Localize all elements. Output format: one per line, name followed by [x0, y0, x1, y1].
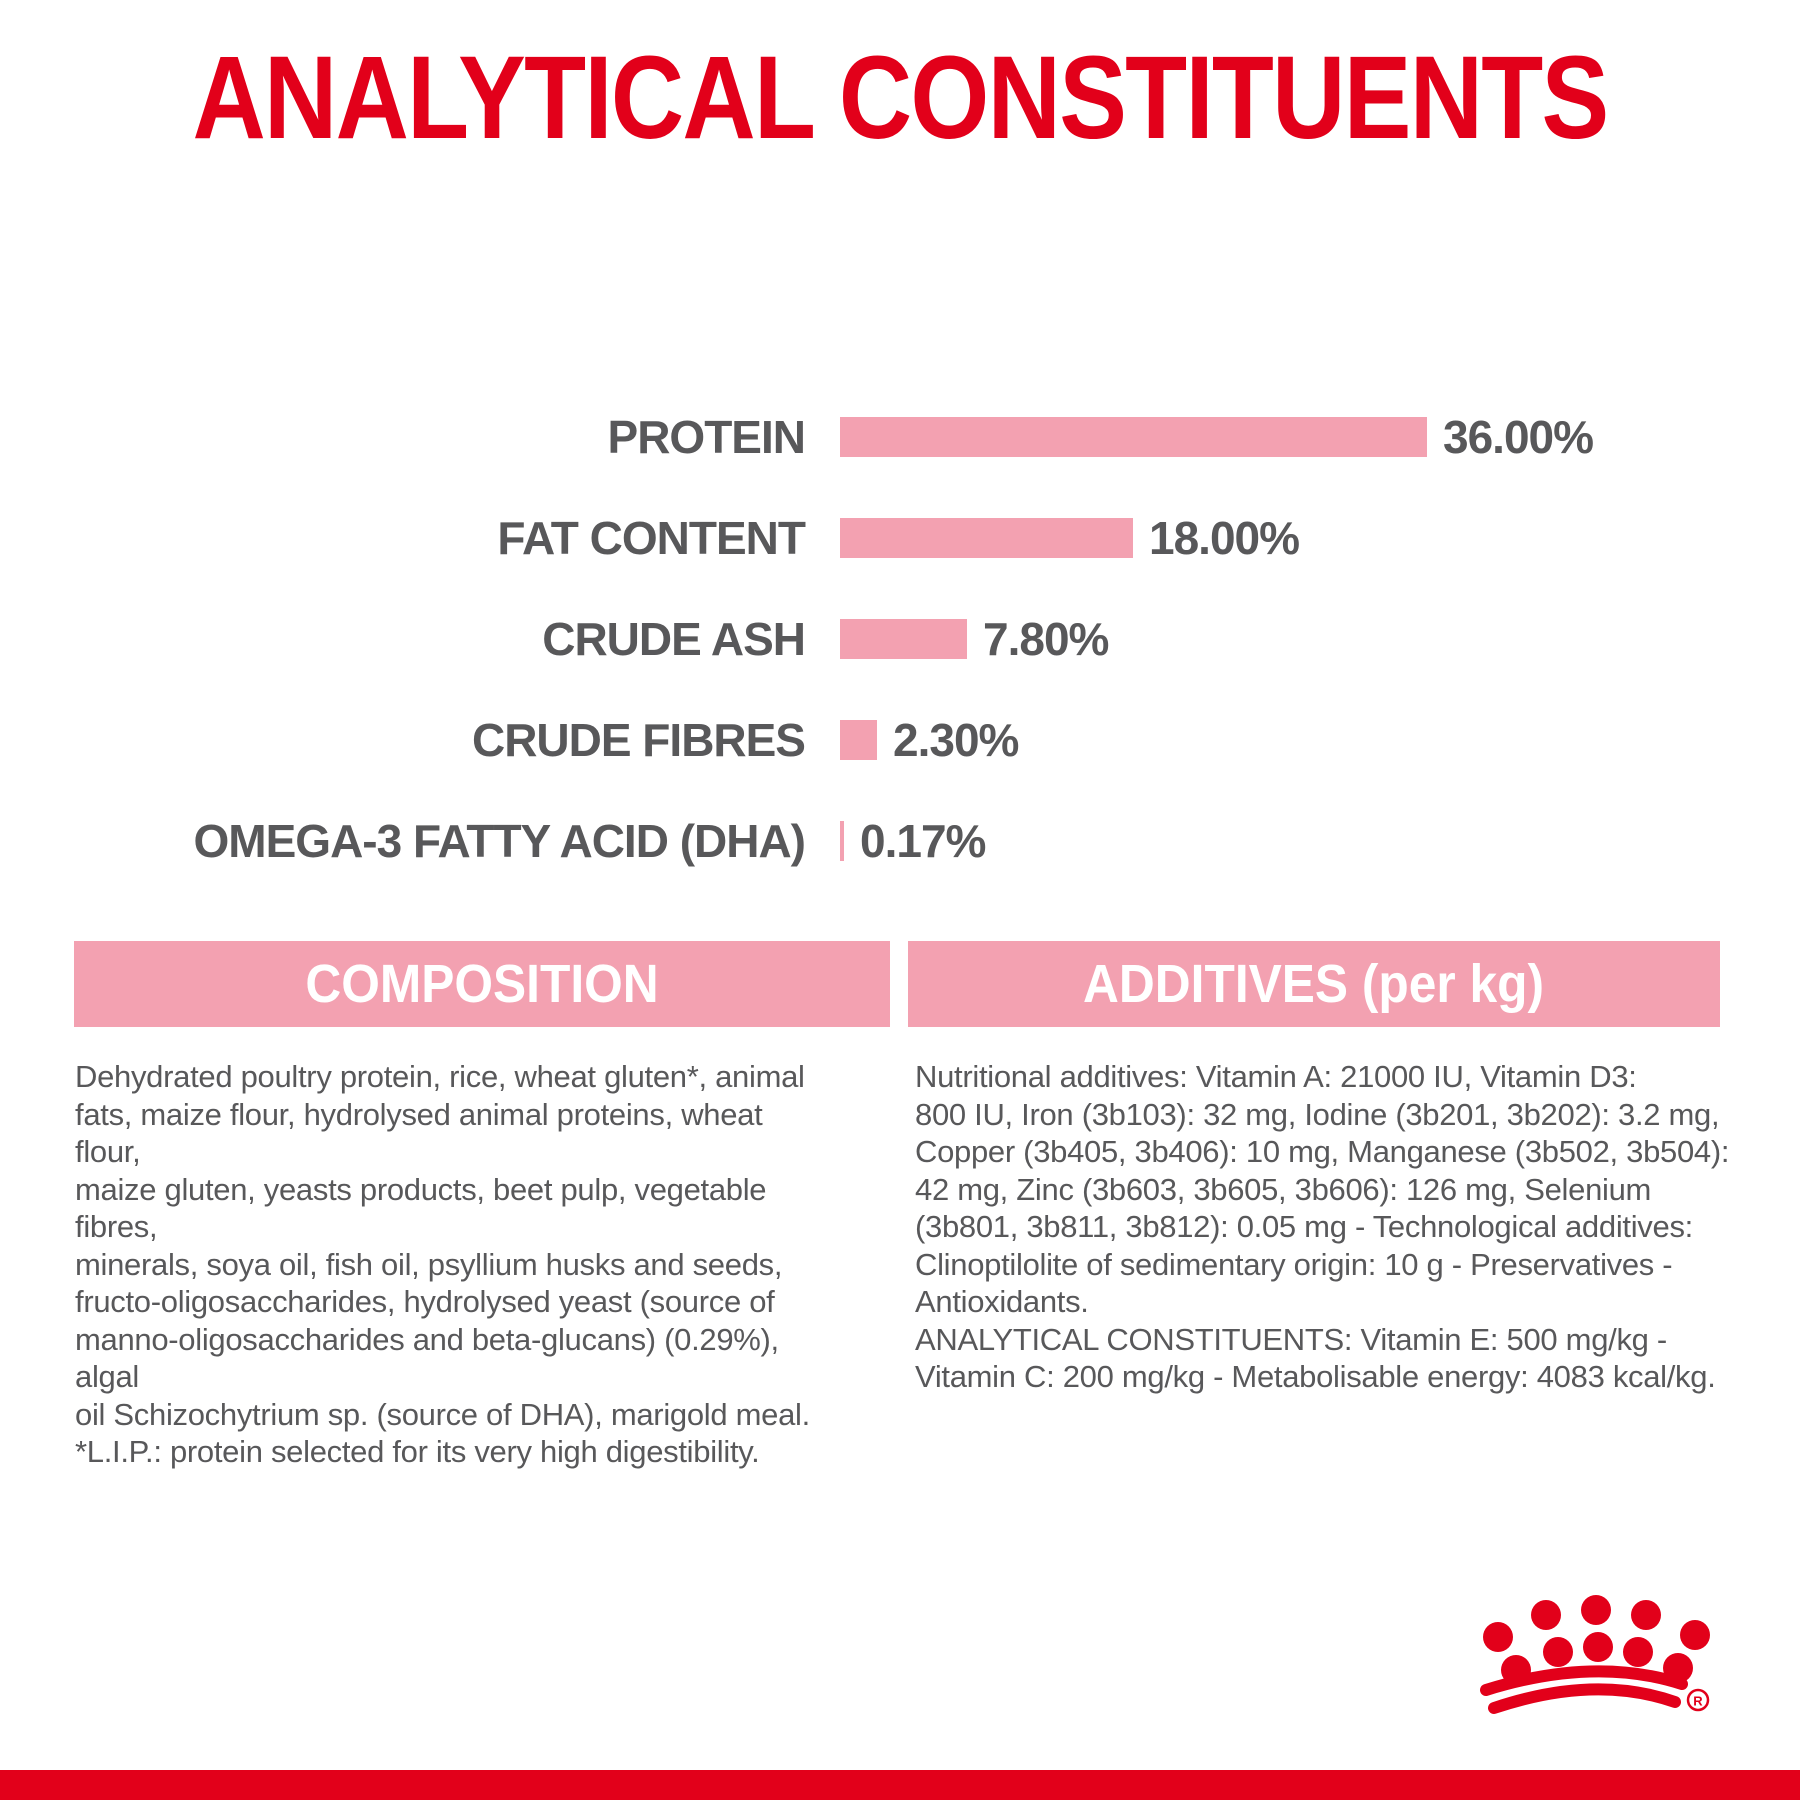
- chart-value-label: 18.00%: [1149, 511, 1300, 564]
- additives-header-label: ADDITIVES (per kg): [1083, 954, 1545, 1014]
- chart-row: CRUDE ASH 7.80%: [0, 588, 1800, 689]
- bottom-red-band: [0, 1770, 1800, 1800]
- chart-value-label: 36.00%: [1443, 410, 1594, 463]
- svg-text:R: R: [1693, 1694, 1703, 1709]
- bar-chart: PROTEIN 36.00% FAT CONTENT 18.00% CRUDE ASH 7…: [0, 386, 1800, 891]
- chart-value-label: 0.17%: [860, 814, 986, 867]
- chart-bar: [840, 517, 1133, 558]
- chart-bar: [840, 416, 1427, 457]
- registered-trademark-icon: R: [1686, 1688, 1710, 1712]
- royal-canin-crown-icon: R: [1480, 1595, 1710, 1714]
- chart-row: FAT CONTENT 18.00%: [0, 487, 1800, 588]
- chart-category-label: CRUDE FIBRES: [471, 713, 806, 766]
- chart-row: OMEGA-3 FATTY ACID (DHA) 0.17%: [0, 790, 1800, 891]
- chart-category-label: FAT CONTENT: [497, 511, 806, 564]
- additives-body-text: Nutritional additives: Vitamin A: 21000 …: [915, 1059, 1730, 1394]
- chart-row: CRUDE FIBRES 2.30%: [0, 689, 1800, 790]
- chart-value-label: 7.80%: [983, 612, 1109, 665]
- composition-body-text: Dehydrated poultry protein, rice, wheat …: [75, 1059, 810, 1469]
- chart-category-label: OMEGA-3 FATTY ACID (DHA): [193, 814, 806, 867]
- chart-row: PROTEIN 36.00%: [0, 386, 1800, 487]
- page-title: ANALYTICAL CONSTITUENTS: [192, 32, 1609, 164]
- chart-bar: [840, 820, 844, 861]
- additives-section-header: ADDITIVES (per kg): [908, 941, 1720, 1027]
- composition-header-label: COMPOSITION: [305, 954, 659, 1014]
- chart-value-label: 2.30%: [893, 713, 1019, 766]
- chart-bar: [840, 618, 967, 659]
- chart-category-label: PROTEIN: [607, 410, 806, 463]
- composition-section-header: COMPOSITION: [74, 941, 890, 1027]
- chart-category-label: CRUDE ASH: [542, 612, 806, 665]
- chart-bar: [840, 719, 877, 760]
